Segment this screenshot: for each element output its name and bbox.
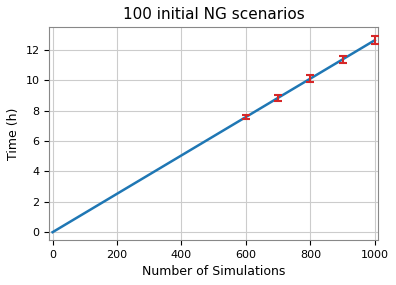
Y-axis label: Time (h): Time (h) [7,107,20,160]
X-axis label: Number of Simulations: Number of Simulations [142,265,286,278]
Title: 100 initial NG scenarios: 100 initial NG scenarios [123,7,305,22]
